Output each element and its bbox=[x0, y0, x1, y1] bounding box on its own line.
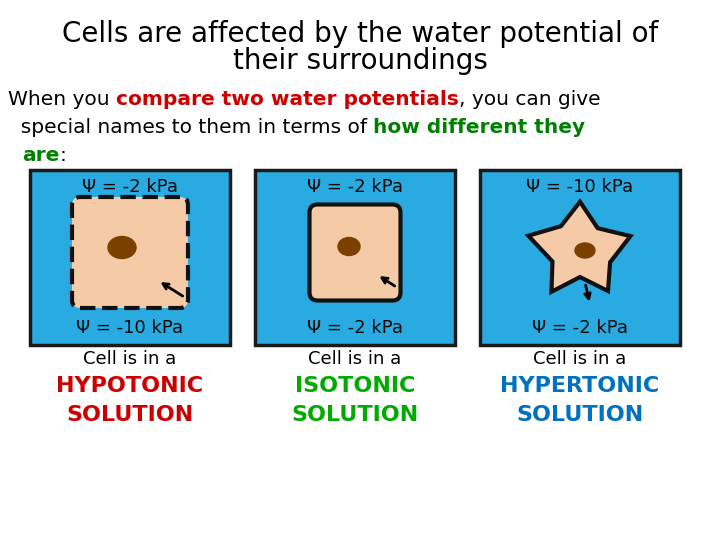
Text: Ψ = -2 kPa: Ψ = -2 kPa bbox=[307, 319, 403, 337]
Bar bbox=[480, 170, 680, 345]
Ellipse shape bbox=[575, 243, 595, 258]
Text: Ψ = -10 kPa: Ψ = -10 kPa bbox=[76, 319, 184, 337]
Text: their surroundings: their surroundings bbox=[233, 47, 487, 75]
Text: Ψ = -2 kPa: Ψ = -2 kPa bbox=[532, 319, 628, 337]
Text: Ψ = -10 kPa: Ψ = -10 kPa bbox=[526, 178, 634, 196]
Text: ISOTONIC: ISOTONIC bbox=[294, 376, 415, 396]
Text: compare two water potentials: compare two water potentials bbox=[116, 90, 459, 109]
Polygon shape bbox=[528, 202, 631, 292]
Ellipse shape bbox=[108, 237, 136, 259]
Text: how different they: how different they bbox=[374, 118, 585, 137]
Text: Cell is in a: Cell is in a bbox=[84, 350, 176, 368]
Text: Cell is in a: Cell is in a bbox=[308, 350, 402, 368]
Text: HYPERTONIC: HYPERTONIC bbox=[500, 376, 660, 396]
Text: are: are bbox=[22, 146, 59, 165]
Text: special names to them in terms of: special names to them in terms of bbox=[8, 118, 374, 137]
Text: Cell is in a: Cell is in a bbox=[534, 350, 626, 368]
Text: , you can give: , you can give bbox=[459, 90, 600, 109]
Text: SOLUTION: SOLUTION bbox=[66, 405, 194, 425]
Text: When you: When you bbox=[8, 90, 116, 109]
Text: SOLUTION: SOLUTION bbox=[292, 405, 418, 425]
Text: HYPOTONIC: HYPOTONIC bbox=[56, 376, 204, 396]
FancyBboxPatch shape bbox=[310, 205, 400, 300]
Bar bbox=[255, 170, 455, 345]
Bar bbox=[30, 170, 230, 345]
Text: Ψ = -2 kPa: Ψ = -2 kPa bbox=[82, 178, 178, 196]
Ellipse shape bbox=[338, 238, 360, 255]
Text: Ψ = -2 kPa: Ψ = -2 kPa bbox=[307, 178, 403, 196]
FancyBboxPatch shape bbox=[72, 197, 188, 308]
Text: Cells are affected by the water potential of: Cells are affected by the water potentia… bbox=[62, 20, 658, 48]
Text: :: : bbox=[59, 146, 66, 165]
Text: SOLUTION: SOLUTION bbox=[516, 405, 644, 425]
